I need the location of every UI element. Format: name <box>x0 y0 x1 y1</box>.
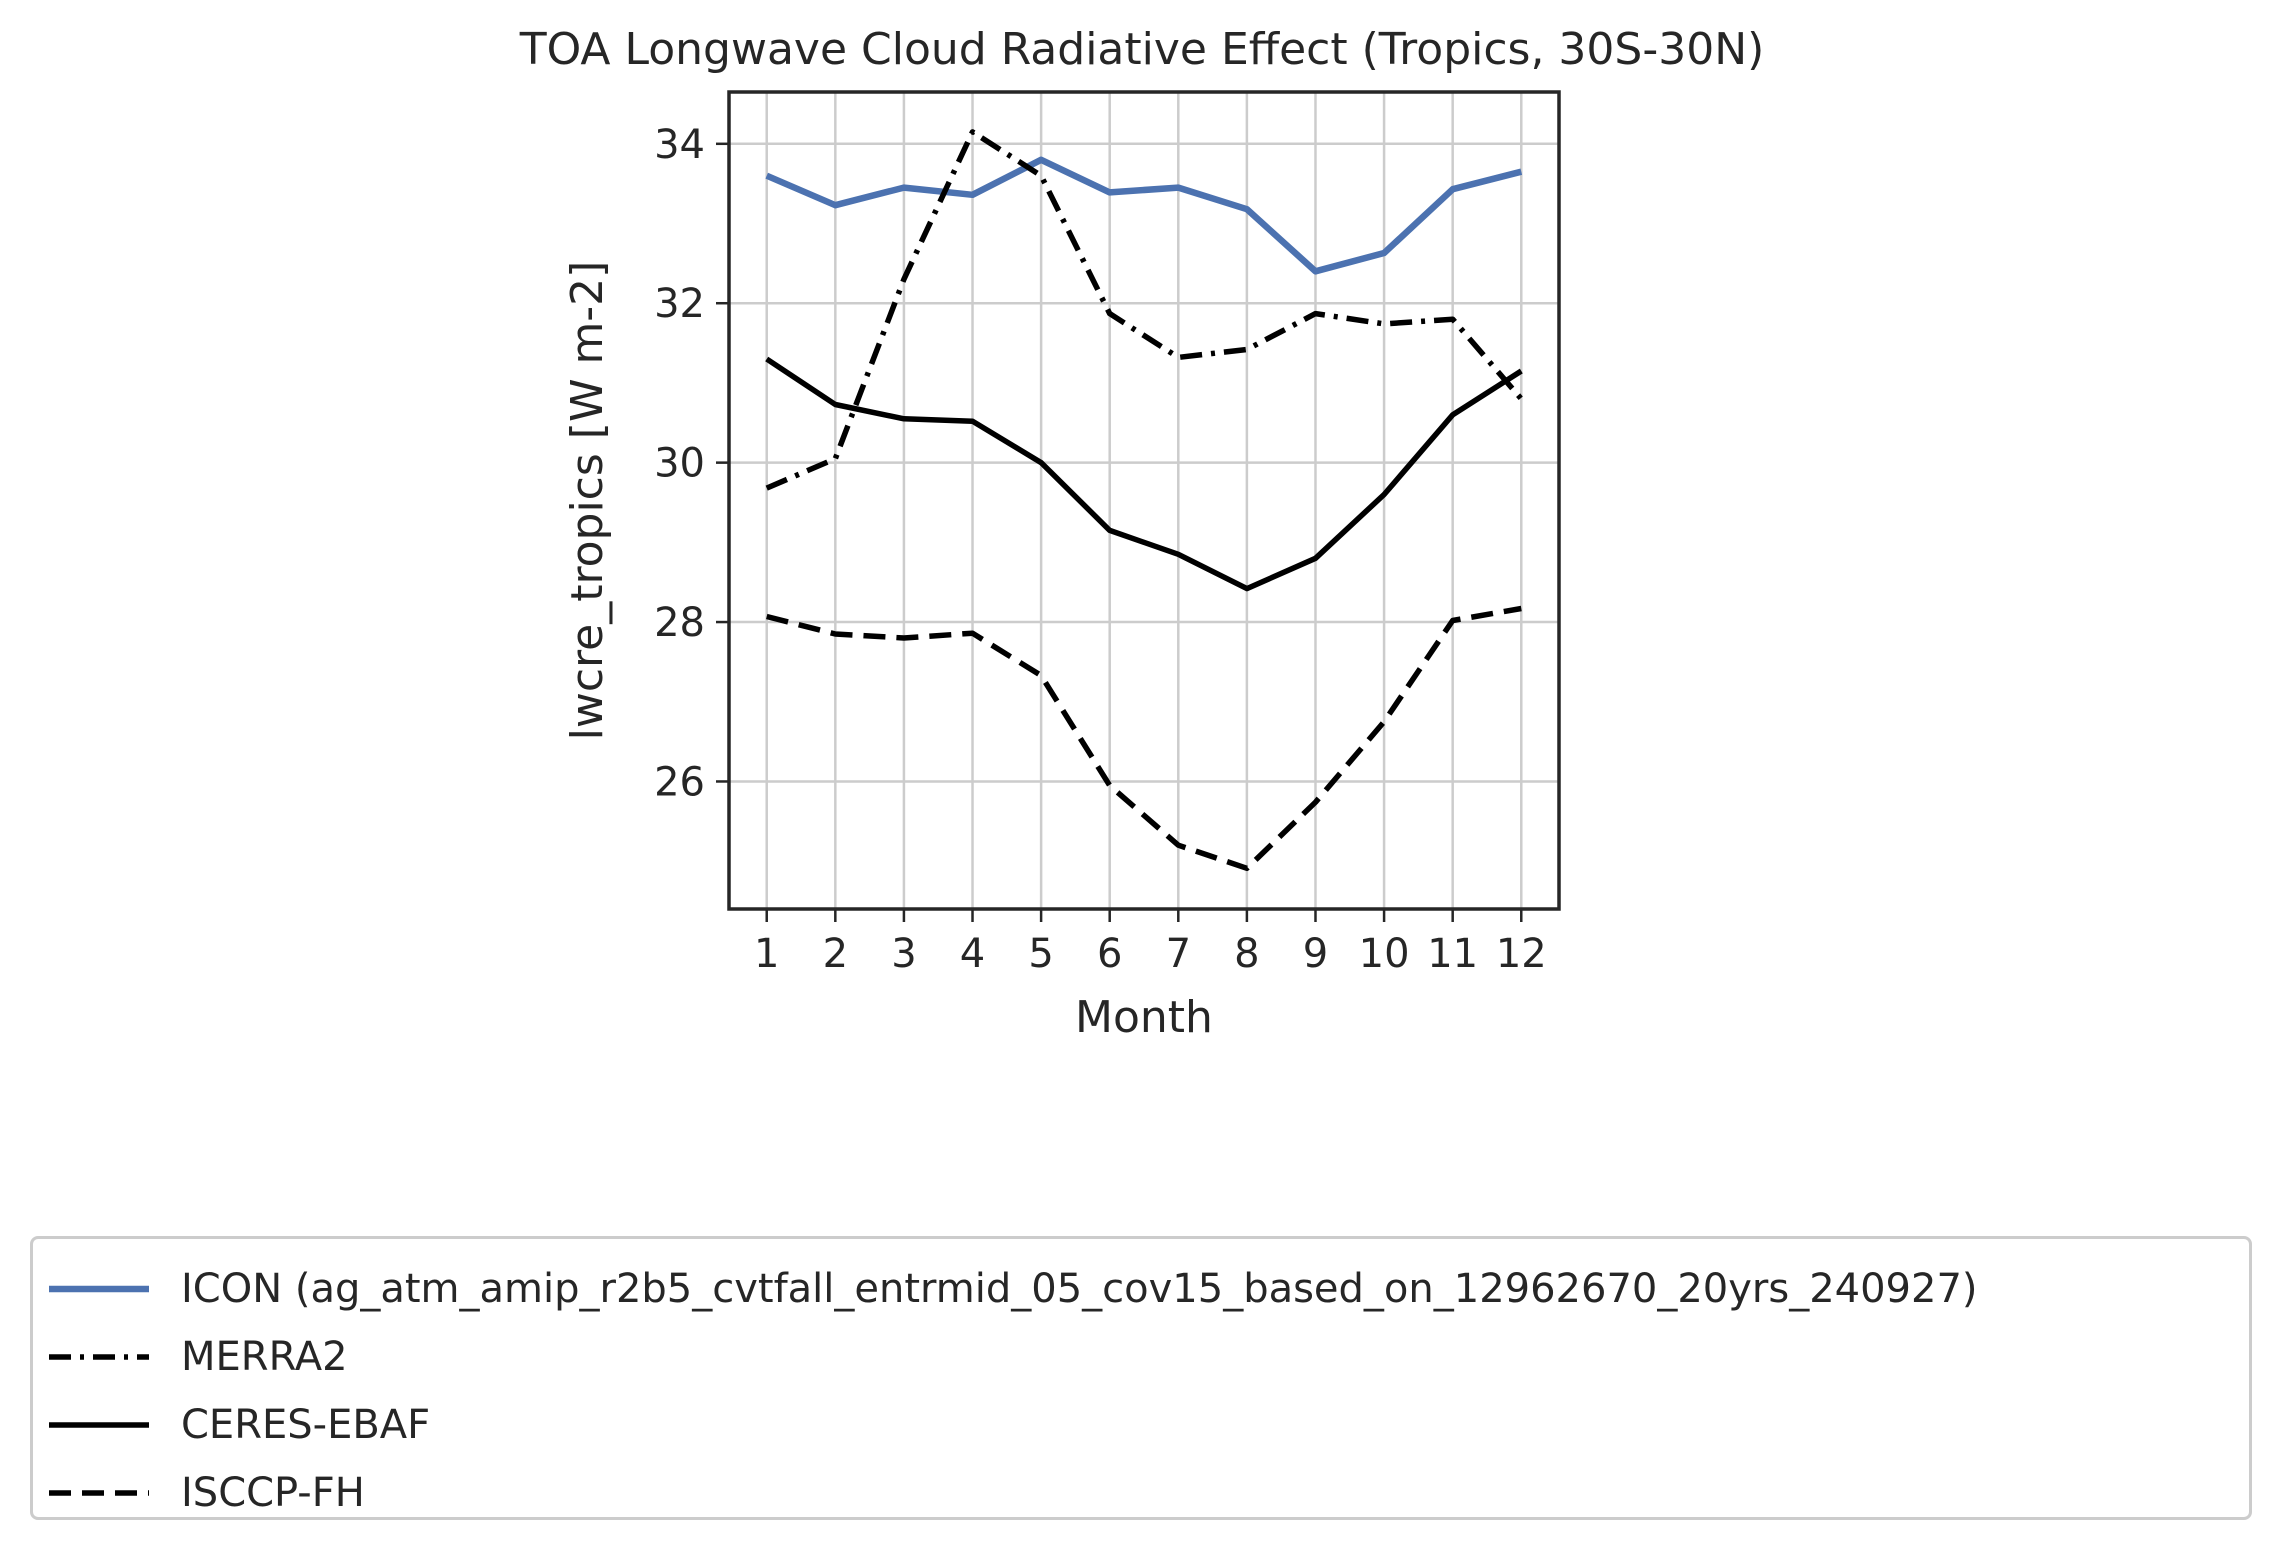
y-tick-label: 28 <box>654 600 705 646</box>
y-tick-label: 32 <box>654 281 705 327</box>
legend-item: CERES-EBAF <box>45 1395 430 1455</box>
x-tick-label: 6 <box>1097 931 1122 977</box>
series-line-ceres-ebaf <box>765 356 1523 592</box>
series-lines <box>765 129 1524 872</box>
x-tick-label: 9 <box>1303 931 1328 977</box>
grid <box>729 92 1559 909</box>
x-tick-label: 2 <box>823 931 848 977</box>
series-line-icon <box>765 156 1523 275</box>
x-tick-label: 1 <box>754 931 779 977</box>
x-tick-label: 12 <box>1496 931 1547 977</box>
legend-item: ISCCP-FH <box>45 1463 365 1523</box>
x-tick-label: 4 <box>960 931 985 977</box>
x-tick-label: 5 <box>1028 931 1053 977</box>
x-tick-label: 3 <box>891 931 916 977</box>
legend-label: ICON (ag_atm_amip_r2b5_cvtfall_entrmid_0… <box>181 1266 1978 1312</box>
legend-label: MERRA2 <box>181 1334 348 1380</box>
y-tick-label: 34 <box>654 122 705 168</box>
x-tick-label: 10 <box>1359 931 1410 977</box>
legend-label: ISCCP-FH <box>181 1470 365 1516</box>
legend-label: CERES-EBAF <box>181 1402 431 1448</box>
x-axis-label: Month <box>1075 992 1213 1043</box>
legend: ICON (ag_atm_amip_r2b5_cvtfall_entrmid_0… <box>30 1236 2252 1520</box>
x-tick-label: 7 <box>1166 931 1191 977</box>
legend-swatch <box>49 1354 149 1360</box>
x-tick-label: 8 <box>1234 931 1259 977</box>
legend-swatch <box>49 1490 149 1496</box>
y-tick-label: 30 <box>654 441 705 487</box>
y-axis-label: lwcre_tropics [W m-2] <box>562 261 613 741</box>
legend-item: MERRA2 <box>45 1327 348 1387</box>
legend-swatch <box>49 1422 149 1428</box>
legend-item: ICON (ag_atm_amip_r2b5_cvtfall_entrmid_0… <box>45 1259 1978 1319</box>
y-tick-label: 26 <box>654 759 705 805</box>
series-line-merra2 <box>765 129 1524 491</box>
legend-swatch <box>49 1285 149 1293</box>
chart-title: TOA Longwave Cloud Radiative Effect (Tro… <box>519 24 1765 75</box>
x-tick-label: 11 <box>1427 931 1478 977</box>
plot-frame <box>727 90 1561 911</box>
series-line-isccp-fh <box>766 605 1522 872</box>
